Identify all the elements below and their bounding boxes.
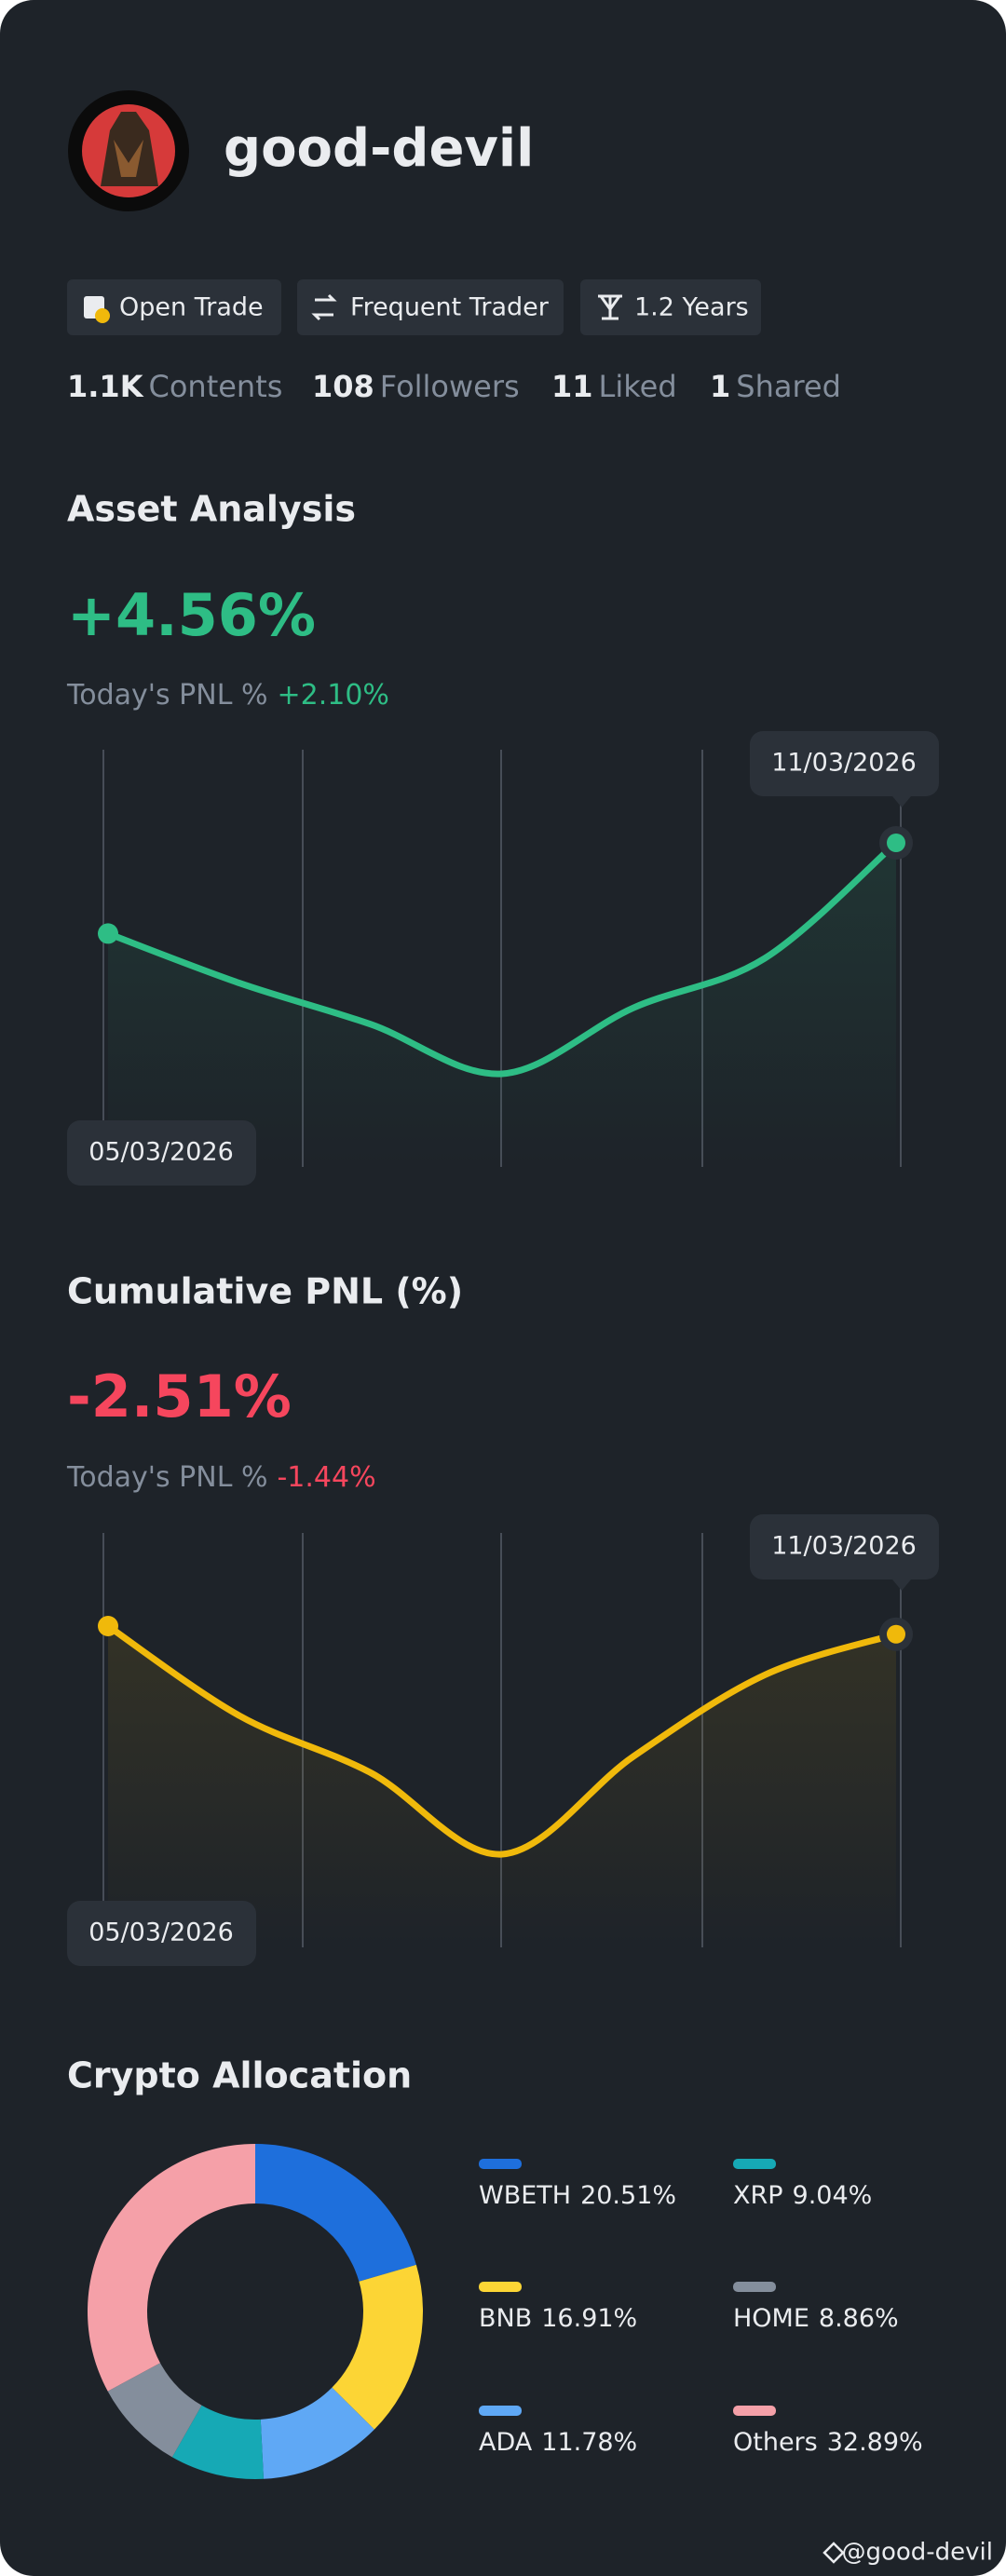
headline-value: +4.56% [67, 581, 316, 649]
legend-entry: WBETH 20.51% [479, 2181, 676, 2210]
stat-value: 108 [312, 369, 374, 404]
watermark-text: @good-devil [841, 2539, 993, 2567]
headline-value: -2.51% [67, 1363, 292, 1430]
line [104, 1622, 900, 1858]
donut-segment [107, 2363, 202, 2458]
today-label: Today's PNL % [66, 679, 267, 712]
legend-entry: XRP 9.04% [733, 2181, 872, 2210]
stat-label: Shared [736, 369, 841, 404]
end-dot [887, 834, 905, 852]
legend-swatch [733, 2159, 776, 2169]
tooltip [750, 731, 939, 796]
start-label [67, 1901, 256, 1966]
section-title: Asset Analysis [67, 489, 356, 530]
today-pnl: Today's PNL % +2.10% [66, 679, 389, 712]
legend-entry: Others 32.89% [733, 2428, 923, 2457]
legend-name: HOME [733, 2304, 809, 2333]
avatar [68, 90, 189, 211]
today-value: +2.10% [277, 679, 388, 712]
line-area [108, 1626, 896, 1947]
legend-value: 20.51% [580, 2181, 676, 2210]
legend-name: WBETH [479, 2181, 571, 2210]
legend-name: Others [733, 2428, 818, 2457]
line-area [108, 843, 896, 1167]
stat-label: Contents [148, 369, 282, 404]
legend-entry: BNB 16.91% [479, 2304, 637, 2333]
stat-label: Followers [380, 369, 520, 404]
donut-segment [255, 2144, 416, 2282]
stat-value: 11 [551, 369, 593, 404]
today-pnl: Today's PNL % -1.44% [66, 1461, 376, 1494]
badge-label: Frequent Trader [350, 293, 550, 322]
donut-segment [332, 2264, 424, 2430]
stat-value: 1.1K [67, 369, 144, 404]
legend-swatch [479, 2282, 522, 2292]
legend-value: 32.89% [827, 2428, 923, 2457]
stat-value: 1 [710, 369, 730, 404]
start-dot [98, 1616, 118, 1636]
watermark: @good-devil [822, 2539, 993, 2567]
section-title: Crypto Allocation [67, 2055, 412, 2096]
start-label [67, 1120, 256, 1186]
start-dot [98, 923, 118, 944]
tooltip-pointer [892, 1579, 911, 1591]
line [104, 839, 900, 1078]
legend-name: ADA [479, 2428, 533, 2457]
legend-swatch [479, 2406, 522, 2416]
section-title: Cumulative PNL (%) [67, 1271, 463, 1312]
tooltip-pointer [892, 796, 911, 807]
donut-segment [260, 2387, 374, 2479]
badge-label: Open Trade [119, 293, 264, 322]
legend-swatch [733, 2406, 776, 2416]
legend-entry: ADA 11.78% [479, 2428, 637, 2457]
stats: 1.1K Contents 108 Followers 11 Liked 1 Shared [67, 369, 841, 404]
legend-swatch [733, 2282, 776, 2292]
stat: 1.1K Contents [67, 369, 282, 404]
badge-label: 1.2 Years [634, 293, 749, 322]
username: good-devil [224, 118, 534, 179]
badge[interactable]: 1.2 Years [580, 279, 761, 335]
badge[interactable]: Frequent Trader [297, 279, 564, 335]
stat: 1 Shared [710, 369, 841, 404]
legend-name: BNB [479, 2304, 532, 2333]
legend-entry: HOME 8.86% [733, 2304, 899, 2333]
tooltip-date: 11/03/2026 [771, 1532, 917, 1561]
stat: 108 Followers [312, 369, 520, 404]
tooltip [750, 1514, 939, 1579]
stat: 11 Liked [551, 369, 677, 404]
legend-value: 11.78% [541, 2428, 637, 2457]
legend-value: 16.91% [541, 2304, 637, 2333]
legend-value: 8.86% [819, 2304, 899, 2333]
donut-segment [171, 2405, 264, 2479]
tooltip-date: 11/03/2026 [771, 749, 917, 778]
stat-label: Liked [599, 369, 677, 404]
start-date: 05/03/2026 [88, 1138, 234, 1167]
end-dot [887, 1624, 905, 1644]
today-value: -1.44% [277, 1461, 375, 1494]
badge[interactable]: Open Trade [67, 279, 281, 335]
today-label: Today's PNL % [66, 1461, 267, 1494]
legend-swatch [479, 2159, 522, 2169]
donut-segment [87, 2144, 255, 2392]
start-date: 05/03/2026 [88, 1918, 234, 1947]
legend-name: XRP [733, 2181, 783, 2210]
legend-value: 9.04% [793, 2181, 873, 2210]
